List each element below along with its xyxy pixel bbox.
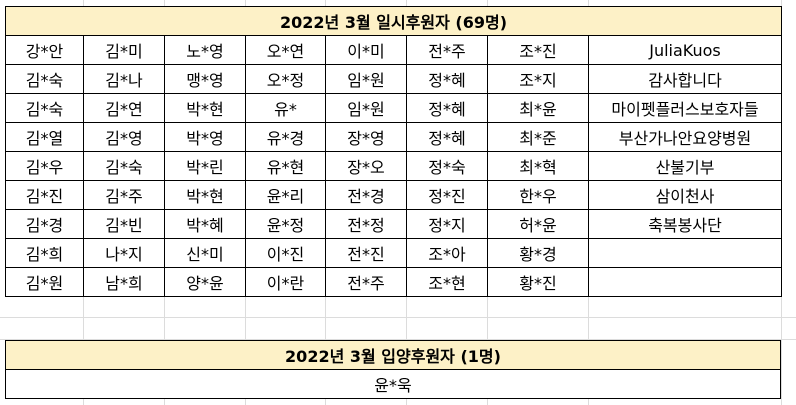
donor-cell[interactable]: 유*현 [245,151,326,181]
table-row: 김*경 김*빈 박*혜 윤*정 전*정 정*지 허*윤 축복봉사단 [5,209,783,239]
donor-cell[interactable]: 윤*리 [245,180,326,210]
donor-cell[interactable]: 맹*영 [164,64,246,94]
temporary-donors-table: 2022년 3월 일시후원자 (69명) 강*안 김*미 노*영 오*연 이*미 전*주 조… [4,6,783,297]
donor-cell[interactable]: 정*지 [406,209,488,239]
donor-cell[interactable]: 정*혜 [406,93,488,123]
donor-cell[interactable]: 강*안 [5,35,84,65]
donor-cell[interactable]: 장*영 [325,122,407,152]
donor-cell[interactable]: 감사합니다 [587,64,783,94]
table-row: 윤*욱 [5,369,781,399]
donor-cell[interactable]: 유* [245,93,326,123]
donor-cell[interactable]: JuliaKuos [587,35,783,65]
table-row: 강*안 김*미 노*영 오*연 이*미 전*주 조*진 JuliaKuos [5,35,783,65]
donor-cell[interactable]: 전*주 [325,267,407,297]
table-row: 김*원 남*희 양*윤 이*란 전*주 조*현 황*진 [5,267,783,297]
donor-cell[interactable]: 김*나 [83,64,165,94]
donor-cell[interactable]: 김*영 [83,122,165,152]
donor-cell[interactable]: 황*경 [487,238,589,268]
donor-cell[interactable]: 김*우 [5,151,84,181]
donor-cell[interactable]: 김*숙 [5,64,84,94]
donor-cell[interactable]: 김*원 [5,267,84,297]
donor-cell[interactable]: 윤*욱 [5,369,781,399]
donor-cell[interactable]: 김*숙 [83,151,165,181]
donor-cell[interactable]: 조*지 [487,64,589,94]
donor-cell[interactable]: 김*주 [83,180,165,210]
donor-cell[interactable]: 최*혁 [487,151,589,181]
donor-cell[interactable]: 삼이천사 [587,180,783,210]
donor-cell[interactable]: 김*숙 [5,93,84,123]
donor-cell[interactable]: 남*희 [83,267,165,297]
donor-cell[interactable]: 김*연 [83,93,165,123]
donor-cell[interactable]: 전*주 [406,35,488,65]
donor-cell[interactable]: 산불기부 [587,151,783,181]
gridline [0,339,796,340]
donor-cell[interactable]: 정*숙 [406,151,488,181]
table-row: 김*숙 김*연 박*현 유* 임*원 정*혜 최*윤 마이펫플러스보호자들 [5,93,783,123]
donor-cell[interactable]: 정*혜 [406,64,488,94]
donor-cell[interactable]: 조*아 [406,238,488,268]
donor-cell[interactable]: 윤*정 [245,209,326,239]
donor-cell[interactable]: 황*진 [487,267,589,297]
donor-cell[interactable]: 신*미 [164,238,246,268]
donor-cell[interactable]: 축복봉사단 [587,209,783,239]
donor-cell[interactable]: 김*빈 [83,209,165,239]
adoption-donors-table: 2022년 3월 입양후원자 (1명) 윤*욱 [5,340,781,399]
donor-cell[interactable]: 최*준 [487,122,589,152]
gridline [0,317,796,318]
table-row: 김*희 나*지 신*미 이*진 전*진 조*아 황*경 [5,238,783,268]
donor-cell[interactable]: 김*진 [5,180,84,210]
donor-cell[interactable]: 정*혜 [406,122,488,152]
donor-cell[interactable]: 오*정 [245,64,326,94]
donor-cell[interactable]: 전*경 [325,180,407,210]
donor-cell[interactable]: 허*윤 [487,209,589,239]
donor-cell[interactable]: 김*미 [83,35,165,65]
donor-cell[interactable]: 나*지 [83,238,165,268]
donor-cell[interactable]: 박*현 [164,180,246,210]
donor-cell[interactable]: 박*현 [164,93,246,123]
donor-cell[interactable]: 부산가나안요양병원 [587,122,783,152]
donor-cell[interactable]: 김*열 [5,122,84,152]
section-title[interactable]: 2022년 3월 일시후원자 (69명) [4,6,783,36]
donor-cell[interactable]: 마이펫플러스보호자들 [587,93,783,123]
table-row: 김*우 김*숙 박*린 유*현 장*오 정*숙 최*혁 산불기부 [5,151,783,181]
donor-cell[interactable]: 노*영 [164,35,246,65]
table-row: 김*숙 김*나 맹*영 오*정 임*원 정*혜 조*지 감사합니다 [5,64,783,94]
donor-cell[interactable]: 임*원 [325,64,407,94]
table-row: 김*열 김*영 박*영 유*경 장*영 정*혜 최*준 부산가나안요양병원 [5,122,783,152]
donor-cell[interactable]: 박*혜 [164,209,246,239]
donor-cell[interactable]: 이*진 [245,238,326,268]
table-header-row: 2022년 3월 일시후원자 (69명) [4,6,783,36]
donor-cell[interactable]: 전*정 [325,209,407,239]
donor-cell[interactable]: 김*경 [5,209,84,239]
donor-cell[interactable]: 전*진 [325,238,407,268]
donor-cell[interactable]: 한*우 [487,180,589,210]
section-title[interactable]: 2022년 3월 입양후원자 (1명) [5,340,781,370]
donor-cell[interactable] [587,238,783,268]
donor-cell[interactable]: 이*란 [245,267,326,297]
donor-cell[interactable]: 임*원 [325,93,407,123]
donor-cell[interactable]: 유*경 [245,122,326,152]
donor-cell[interactable]: 오*연 [245,35,326,65]
table-header-row: 2022년 3월 입양후원자 (1명) [5,340,781,370]
donor-cell[interactable]: 최*윤 [487,93,589,123]
table-row: 김*진 김*주 박*현 윤*리 전*경 정*진 한*우 삼이천사 [5,180,783,210]
donor-cell[interactable] [587,267,783,297]
donor-cell[interactable]: 양*윤 [164,267,246,297]
donor-cell[interactable]: 이*미 [325,35,407,65]
donor-cell[interactable]: 정*진 [406,180,488,210]
donor-cell[interactable]: 조*진 [487,35,589,65]
donor-cell[interactable]: 조*현 [406,267,488,297]
donor-cell[interactable]: 김*희 [5,238,84,268]
donor-cell[interactable]: 박*린 [164,151,246,181]
donor-cell[interactable]: 박*영 [164,122,246,152]
donor-cell[interactable]: 장*오 [325,151,407,181]
